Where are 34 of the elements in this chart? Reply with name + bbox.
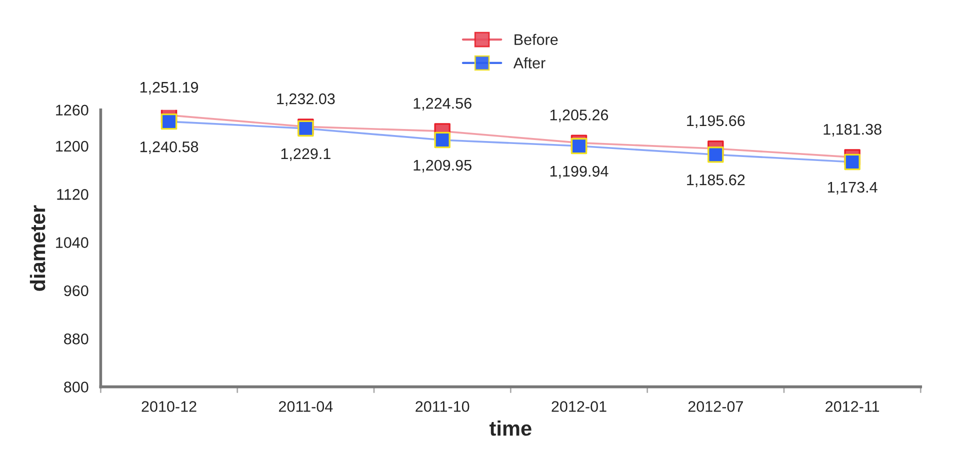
x-tick-label: 2010-12 [142, 401, 196, 412]
x-tick-label: 2011-10 [416, 401, 470, 412]
data-label: 1,199.94 [550, 166, 608, 178]
data-label: 1,232.03 [277, 93, 335, 106]
point [844, 154, 860, 170]
data-label: 1,173.4 [828, 182, 878, 194]
point [570, 138, 588, 154]
legend-label: Before [514, 34, 558, 46]
y-tick-label: 1200 [56, 140, 88, 152]
point [708, 146, 724, 163]
data-label: 1,205.26 [550, 110, 608, 122]
point [434, 132, 450, 148]
y-tick-label: 1120 [57, 189, 88, 200]
data-label: 1,229.1 [281, 148, 330, 161]
x-axis-title: time [490, 420, 532, 436]
x-tick-label: 2011-04 [278, 401, 333, 412]
x-tick-label: 2012-07 [688, 401, 743, 412]
data-label: 1,224.56 [414, 98, 472, 111]
data-label: 1,195.66 [687, 115, 745, 128]
y-tick-label: 1260 [56, 104, 88, 116]
y-tick-label: 1040 [56, 237, 88, 248]
legend-label: After [513, 57, 546, 68]
point [160, 113, 178, 130]
data-label: 1,181.38 [824, 124, 882, 137]
x-tick-label: 2012-01 [552, 401, 606, 412]
data-label: 1,209.95 [414, 160, 472, 172]
y-tick-label: 800 [64, 382, 88, 392]
y-axis-title: diameter [30, 205, 46, 291]
data-label: 1,251.19 [140, 82, 198, 95]
y-tick-label: 960 [64, 285, 88, 296]
data-label: 1,185.62 [687, 174, 745, 188]
y-tick-label: 880 [64, 334, 88, 344]
x-tick-label: 2012-11 [826, 401, 880, 412]
data-label: 1,240.58 [140, 141, 198, 154]
